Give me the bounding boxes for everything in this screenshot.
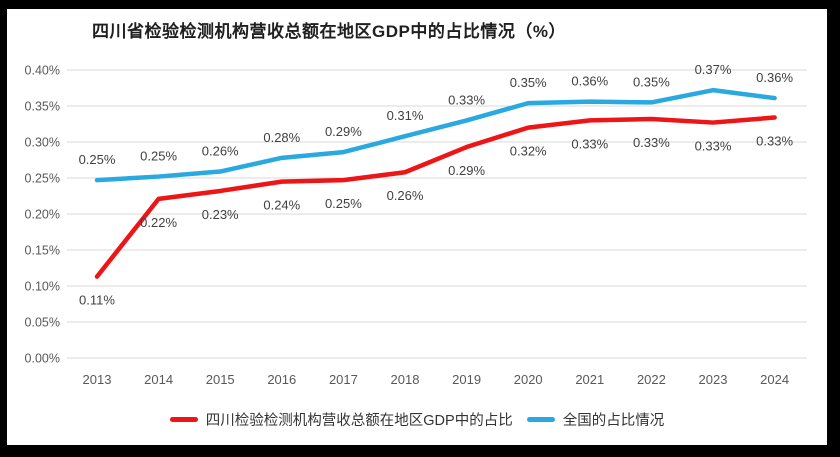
data-label: 0.36% [571, 74, 608, 89]
data-label: 0.33% [633, 135, 670, 150]
data-label: 0.35% [510, 75, 547, 90]
data-label: 0.37% [695, 62, 732, 77]
chart-legend: 四川检验检测机构营收总额在地区GDP中的占比 全国的占比情况 [7, 406, 827, 432]
legend-line-sample-red [169, 416, 198, 422]
x-tick-label: 2024 [760, 372, 789, 387]
x-tick-label: 2014 [144, 372, 173, 387]
series-0-data-labels: 0.11% 0.22% 0.23% 0.24% 0.25% 0.26% 0.29% 0.32%… [79, 134, 793, 308]
legend-line-sample-blue [526, 416, 555, 422]
x-tick-label: 2018 [391, 372, 420, 387]
data-label: 0.33% [571, 136, 608, 151]
data-label: 0.35% [633, 74, 670, 89]
data-label: 0.29% [448, 163, 485, 178]
y-tick-label: 0.25% [25, 172, 60, 186]
data-label: 0.32% [510, 144, 547, 159]
series-line-1 [94, 87, 777, 183]
y-tick-label: 0.30% [25, 136, 60, 150]
data-label: 0.33% [695, 139, 732, 154]
data-label: 0.23% [202, 207, 239, 222]
legend-label-national: 全国的占比情况 [562, 412, 665, 429]
x-axis-tick-labels: 2013 2014 2015 2016 2017 2018 2019 2020 2021 2022… [83, 372, 790, 387]
y-tick-label: 0.40% [25, 64, 60, 78]
x-tick-label: 2015 [206, 372, 235, 387]
data-label: 0.25% [140, 149, 177, 164]
legend-item-sichuan: 四川检验检测机构营收总额在地区GDP中的占比 [169, 409, 513, 430]
y-tick-label: 0.10% [25, 280, 60, 294]
data-label: 0.36% [756, 70, 793, 85]
data-label: 0.25% [325, 196, 362, 211]
x-tick-label: 2021 [575, 372, 604, 387]
gridlines [67, 69, 807, 359]
data-label: 0.22% [140, 215, 177, 230]
series-1-data-labels: 0.25% 0.25% 0.26% 0.28% 0.29% 0.31% 0.33% 0.35%… [79, 62, 794, 167]
data-label: 0.24% [263, 198, 300, 213]
x-tick-label: 2019 [452, 372, 481, 387]
x-tick-label: 2016 [267, 372, 296, 387]
data-label: 0.26% [387, 188, 424, 203]
data-label: 0.33% [756, 134, 793, 149]
y-tick-label: 0.15% [25, 244, 60, 258]
y-tick-label: 0.20% [25, 208, 60, 222]
data-label: 0.11% [79, 293, 115, 308]
data-label: 0.28% [263, 130, 300, 145]
x-tick-label: 2023 [699, 372, 728, 387]
x-tick-label: 2022 [637, 372, 666, 387]
data-label: 0.31% [387, 108, 424, 123]
y-tick-label: 0.00% [25, 352, 60, 366]
data-label: 0.33% [448, 92, 485, 107]
legend-item-national: 全国的占比情况 [526, 409, 665, 430]
y-tick-label: 0.05% [25, 316, 60, 330]
x-tick-label: 2013 [83, 372, 112, 387]
chart-canvas [7, 9, 827, 445]
y-axis-tick-labels: 0.00% 0.05% 0.10% 0.15% 0.20% 0.25% 0.30% 0.35%… [25, 64, 60, 366]
data-label: 0.26% [202, 144, 239, 159]
y-tick-label: 0.35% [25, 100, 60, 114]
x-tick-label: 2020 [514, 372, 543, 387]
chart-title: 四川省检验检测机构营收总额在地区GDP中的占比情况（%） [92, 22, 566, 41]
series-line-0 [94, 115, 777, 279]
data-label: 0.29% [325, 124, 362, 139]
legend-label-sichuan: 四川检验检测机构营收总额在地区GDP中的占比 [205, 412, 513, 429]
data-label: 0.25% [79, 152, 116, 167]
x-tick-label: 2017 [329, 372, 358, 387]
